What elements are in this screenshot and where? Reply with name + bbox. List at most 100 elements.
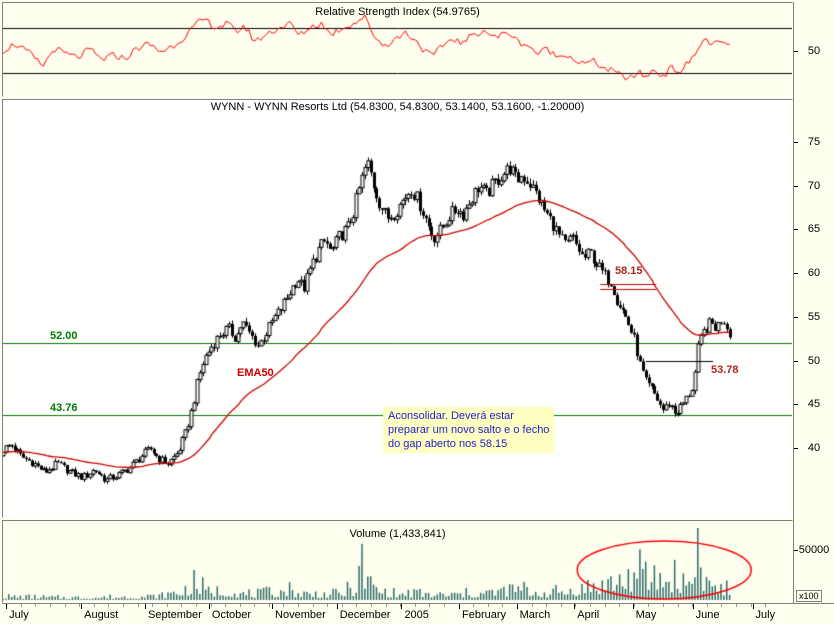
month-tick bbox=[692, 604, 694, 609]
price-axis-label: 75 bbox=[807, 136, 821, 148]
axis-minor-tick bbox=[137, 604, 139, 607]
axis-minor-tick bbox=[444, 604, 446, 607]
axis-minor-tick bbox=[560, 604, 562, 607]
volume-axis-label: 50000 bbox=[798, 544, 830, 556]
analysis-note-line: Aconsolidar. Deverá estar bbox=[388, 410, 514, 422]
axis-minor-tick bbox=[487, 604, 489, 607]
month-tick bbox=[752, 604, 754, 609]
month-label: October bbox=[211, 609, 252, 621]
month-label: November bbox=[275, 609, 326, 621]
axis-minor-tick bbox=[108, 604, 110, 607]
axis-minor-tick bbox=[385, 604, 387, 607]
rsi-axis-label: 50 bbox=[807, 44, 821, 57]
axis-minor-tick bbox=[49, 604, 51, 607]
ema50-label[interactable]: EMA50 bbox=[237, 367, 274, 379]
month-tick bbox=[6, 604, 8, 609]
axis-minor-tick bbox=[152, 604, 154, 607]
month-tick bbox=[208, 604, 210, 609]
axis-minor-tick bbox=[604, 604, 606, 607]
axis-minor-tick bbox=[79, 604, 81, 607]
axis-minor-tick bbox=[341, 604, 343, 607]
month-label: February bbox=[462, 609, 507, 621]
axis-minor-tick bbox=[195, 604, 197, 607]
axis-minor-tick bbox=[590, 604, 592, 607]
axis-minor-tick bbox=[706, 604, 708, 607]
volume-unit-label: x100 bbox=[796, 590, 822, 602]
axis-minor-tick bbox=[721, 604, 723, 607]
price-axis-label: 70 bbox=[807, 179, 821, 192]
price-plot-canvas[interactable] bbox=[3, 100, 792, 517]
axis-minor-tick bbox=[298, 604, 300, 607]
axis-minor-tick bbox=[765, 604, 767, 607]
rsi-plot-canvas[interactable] bbox=[3, 3, 792, 96]
x-axis: July August September October November Decemb… bbox=[2, 603, 834, 624]
analysis-note-line: do gap aberto nos 58.15 bbox=[388, 438, 508, 450]
month-label: September bbox=[148, 609, 202, 621]
axis-minor-tick bbox=[473, 604, 475, 607]
axis-minor-tick bbox=[122, 604, 124, 607]
month-label: July bbox=[755, 609, 776, 621]
month-tick bbox=[272, 604, 274, 609]
rsi-title: Relative Strength Index (54.9765) bbox=[315, 6, 480, 18]
axis-minor-tick bbox=[735, 604, 737, 607]
axis-minor-tick bbox=[181, 604, 183, 607]
price-axis-label: 55 bbox=[807, 310, 821, 323]
rsi-panel: Relative Strength Index (54.9765) bbox=[2, 2, 793, 97]
volume-title: Volume (1,433,841) bbox=[349, 528, 446, 540]
axis-tick bbox=[794, 50, 798, 52]
axis-minor-tick bbox=[371, 604, 373, 607]
price-axis-label: 40 bbox=[807, 441, 821, 454]
support-level-label-53-78[interactable]: 53.78 bbox=[711, 364, 739, 376]
month-label: August bbox=[84, 609, 119, 621]
axis-minor-tick bbox=[283, 604, 285, 607]
axis-minor-tick bbox=[531, 604, 533, 607]
axis-minor-tick bbox=[225, 604, 227, 607]
axis-tick bbox=[794, 229, 798, 231]
axis-tick bbox=[794, 360, 798, 362]
axis-minor-tick bbox=[619, 604, 621, 607]
month-label: May bbox=[635, 609, 657, 621]
month-label: April bbox=[577, 609, 600, 621]
axis-minor-tick bbox=[677, 604, 679, 607]
level-label-43-76[interactable]: 43.76 bbox=[50, 402, 78, 414]
axis-minor-tick bbox=[400, 604, 402, 607]
axis-minor-tick bbox=[254, 604, 256, 607]
month-tick bbox=[459, 604, 461, 609]
gap-level-label-58-15[interactable]: 58.15 bbox=[615, 265, 643, 277]
month-label: July bbox=[9, 609, 29, 621]
price-axis-label: 60 bbox=[807, 267, 821, 280]
month-label: March bbox=[519, 609, 551, 621]
level-label-52-00[interactable]: 52.00 bbox=[50, 330, 78, 342]
axis-minor-tick bbox=[268, 604, 270, 607]
axis-minor-tick bbox=[20, 604, 22, 607]
axis-minor-tick bbox=[750, 604, 752, 607]
axis-minor-tick bbox=[575, 604, 577, 607]
month-tick bbox=[516, 604, 518, 609]
axis-minor-tick bbox=[429, 604, 431, 607]
axis-minor-tick bbox=[210, 604, 212, 607]
axis-minor-tick bbox=[502, 604, 504, 607]
axis-minor-tick bbox=[356, 604, 358, 607]
month-tick bbox=[632, 604, 634, 609]
month-tick bbox=[145, 604, 147, 609]
volume-panel: Volume (1,433,841) bbox=[2, 520, 793, 603]
price-title: WYNN - WYNN Resorts Ltd (54.8300, 54.830… bbox=[210, 101, 585, 113]
price-axis-label: 50 bbox=[807, 354, 821, 367]
axis-minor-tick bbox=[166, 604, 168, 607]
price-axis-label: 65 bbox=[807, 223, 821, 236]
month-label: December bbox=[339, 609, 391, 621]
y-axis: x100 50 75 70 65 60 55 50 45 40 50000 bbox=[793, 2, 834, 603]
month-tick bbox=[574, 604, 576, 609]
price-panel: WYNN - WYNN Resorts Ltd (54.8300, 54.830… bbox=[2, 99, 793, 518]
analysis-note[interactable]: Aconsolidar. Deverá estar preparar um no… bbox=[383, 407, 555, 453]
axis-tick bbox=[794, 273, 798, 275]
month-label: June bbox=[695, 609, 720, 621]
axis-minor-tick bbox=[546, 604, 548, 607]
axis-minor-tick bbox=[327, 604, 329, 607]
price-axis-label: 45 bbox=[807, 398, 821, 411]
month-label: 2005 bbox=[404, 609, 429, 621]
volume-plot-canvas[interactable] bbox=[3, 521, 792, 602]
axis-tick bbox=[794, 185, 798, 187]
month-tick bbox=[401, 604, 403, 609]
